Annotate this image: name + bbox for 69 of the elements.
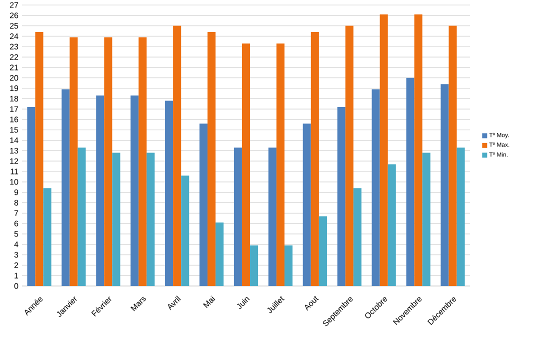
x-tick-label: Mai xyxy=(203,296,216,308)
y-tick-label: 16 xyxy=(10,116,18,122)
y-tick-label: 3 xyxy=(14,252,18,258)
bar xyxy=(242,44,250,286)
bar xyxy=(337,106,346,286)
y-tick-label: 21 xyxy=(10,64,18,70)
bar xyxy=(268,148,276,286)
bar xyxy=(43,188,52,286)
bar xyxy=(27,106,36,286)
y-tick-label: 9 xyxy=(14,189,18,196)
y-tick-label: 17 xyxy=(10,106,18,112)
y-tick-label: 0 xyxy=(14,283,18,289)
bar xyxy=(318,216,327,286)
y-tick-label: 7 xyxy=(14,210,18,216)
bar xyxy=(440,84,449,286)
bar xyxy=(310,32,319,286)
y-tick-label: 12 xyxy=(10,158,18,164)
y-tick-label: 26 xyxy=(10,12,18,18)
bar xyxy=(35,32,44,286)
bar xyxy=(104,37,112,286)
bar xyxy=(234,148,242,286)
bar xyxy=(345,26,354,286)
y-tick-label: 4 xyxy=(14,242,18,248)
x-tick-label: Juin xyxy=(236,297,250,310)
bar xyxy=(388,164,396,286)
y-tick-label: 2 xyxy=(14,262,18,268)
y-tick-label: 15 xyxy=(10,127,18,133)
bar xyxy=(448,26,457,286)
y-tick-label: 5 xyxy=(14,231,18,237)
y-tick-label: 25 xyxy=(10,22,18,29)
bar xyxy=(456,148,465,286)
bar xyxy=(112,152,120,286)
bar xyxy=(78,148,86,286)
bar xyxy=(208,32,216,286)
y-tick-label: 27 xyxy=(10,2,18,8)
bar xyxy=(372,89,380,286)
bar xyxy=(62,89,70,286)
bar xyxy=(380,14,388,286)
bar xyxy=(173,26,182,286)
bar xyxy=(181,176,190,286)
bar xyxy=(70,37,78,286)
bar xyxy=(199,124,208,286)
bar xyxy=(165,100,174,286)
bar xyxy=(138,37,147,286)
bar xyxy=(146,152,155,286)
y-tick-label: 19 xyxy=(10,85,18,92)
y-tick-label: 24 xyxy=(10,33,18,40)
bar xyxy=(276,44,284,286)
y-tick-label: 14 xyxy=(10,138,18,144)
bar xyxy=(216,222,224,286)
y-tick-label: 18 xyxy=(10,96,18,102)
y-tick-label: 22 xyxy=(10,54,18,60)
bar xyxy=(406,78,414,286)
bar xyxy=(414,14,422,286)
y-tick-label: 8 xyxy=(14,200,18,206)
y-tick-label: 11 xyxy=(10,168,18,174)
y-tick-label: 10 xyxy=(10,179,18,185)
bar xyxy=(284,245,293,286)
bar xyxy=(353,188,362,286)
y-tick-label: 13 xyxy=(10,148,18,154)
bar xyxy=(302,124,311,286)
bar xyxy=(250,245,258,286)
bar xyxy=(130,96,139,286)
bar xyxy=(96,96,104,286)
y-tick-label: 1 xyxy=(14,272,18,278)
bar xyxy=(422,152,430,286)
y-tick-label: 20 xyxy=(10,75,18,81)
y-tick-label: 23 xyxy=(10,44,18,50)
y-tick-label: 6 xyxy=(14,220,18,226)
